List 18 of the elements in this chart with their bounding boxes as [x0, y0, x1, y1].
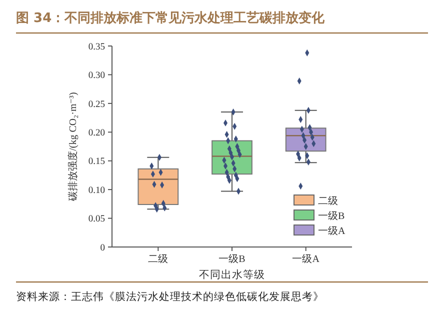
y-tick-label: 0.05	[88, 214, 106, 225]
text: 资料来源：王志伟《膜法污水处理技术的绿色低碳化发展思考》	[16, 290, 324, 303]
y-tick-label: 0.15	[88, 157, 106, 168]
y-tick-label: 0.35	[88, 42, 106, 52]
x-tick-label: 二级	[148, 253, 168, 265]
y-axis-title: 碳排放强度/(kg CO₂·m⁻³)	[67, 92, 79, 202]
y-tick-label: 0.25	[88, 100, 106, 110]
x-axis-title: 不同出水等级	[199, 268, 265, 281]
y-tick-label: 0.20	[88, 128, 106, 138]
x-tick-label: 一级A	[292, 253, 320, 265]
chart-title: 图 34：不同排放标准下常见污水处理工艺碳排放变化	[16, 10, 326, 26]
y-tick-label: 0	[100, 243, 106, 254]
x-tick-label: 一级B	[218, 253, 246, 265]
y-tick-label: 0.10	[88, 186, 106, 196]
legend-label: 二级	[318, 195, 338, 207]
y-tick-label: 0.30	[88, 71, 106, 82]
legend-label: 一级B	[318, 210, 345, 222]
legend-label: 一级A	[318, 225, 346, 237]
